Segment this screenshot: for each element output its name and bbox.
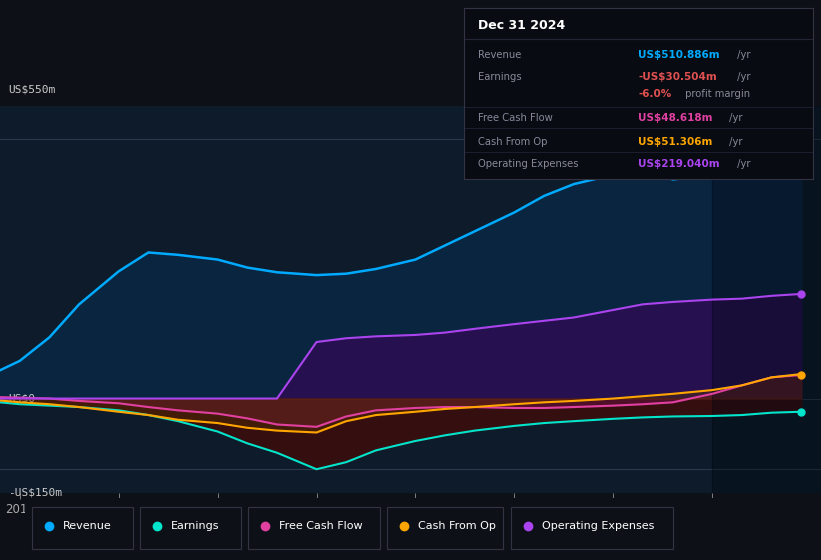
- Text: Free Cash Flow: Free Cash Flow: [279, 521, 363, 531]
- Text: profit margin: profit margin: [682, 89, 750, 99]
- FancyBboxPatch shape: [140, 507, 241, 549]
- Text: -US$30.504m: -US$30.504m: [639, 72, 717, 82]
- FancyBboxPatch shape: [32, 507, 133, 549]
- FancyBboxPatch shape: [511, 507, 673, 549]
- Text: Earnings: Earnings: [172, 521, 220, 531]
- Text: US$48.618m: US$48.618m: [639, 113, 713, 123]
- Text: /yr: /yr: [726, 113, 742, 123]
- Text: Free Cash Flow: Free Cash Flow: [478, 113, 553, 123]
- Text: US$219.040m: US$219.040m: [639, 159, 720, 169]
- Text: -US$150m: -US$150m: [8, 487, 62, 497]
- Text: Operating Expenses: Operating Expenses: [542, 521, 654, 531]
- Text: Operating Expenses: Operating Expenses: [478, 159, 578, 169]
- Text: -6.0%: -6.0%: [639, 89, 672, 99]
- Text: Dec 31 2024: Dec 31 2024: [478, 18, 565, 32]
- Text: Cash From Op: Cash From Op: [418, 521, 496, 531]
- Text: Revenue: Revenue: [63, 521, 112, 531]
- Text: US$51.306m: US$51.306m: [639, 137, 713, 147]
- Text: /yr: /yr: [726, 137, 742, 147]
- Text: Revenue: Revenue: [478, 49, 521, 59]
- FancyBboxPatch shape: [388, 507, 503, 549]
- Text: /yr: /yr: [734, 159, 750, 169]
- FancyBboxPatch shape: [249, 507, 379, 549]
- Text: /yr: /yr: [734, 72, 750, 82]
- Bar: [712, 106, 821, 493]
- Text: Earnings: Earnings: [478, 72, 521, 82]
- Text: /yr: /yr: [734, 49, 750, 59]
- Text: US$510.886m: US$510.886m: [639, 49, 720, 59]
- Text: Cash From Op: Cash From Op: [478, 137, 548, 147]
- Text: US$0: US$0: [8, 394, 35, 404]
- Text: US$550m: US$550m: [8, 85, 56, 95]
